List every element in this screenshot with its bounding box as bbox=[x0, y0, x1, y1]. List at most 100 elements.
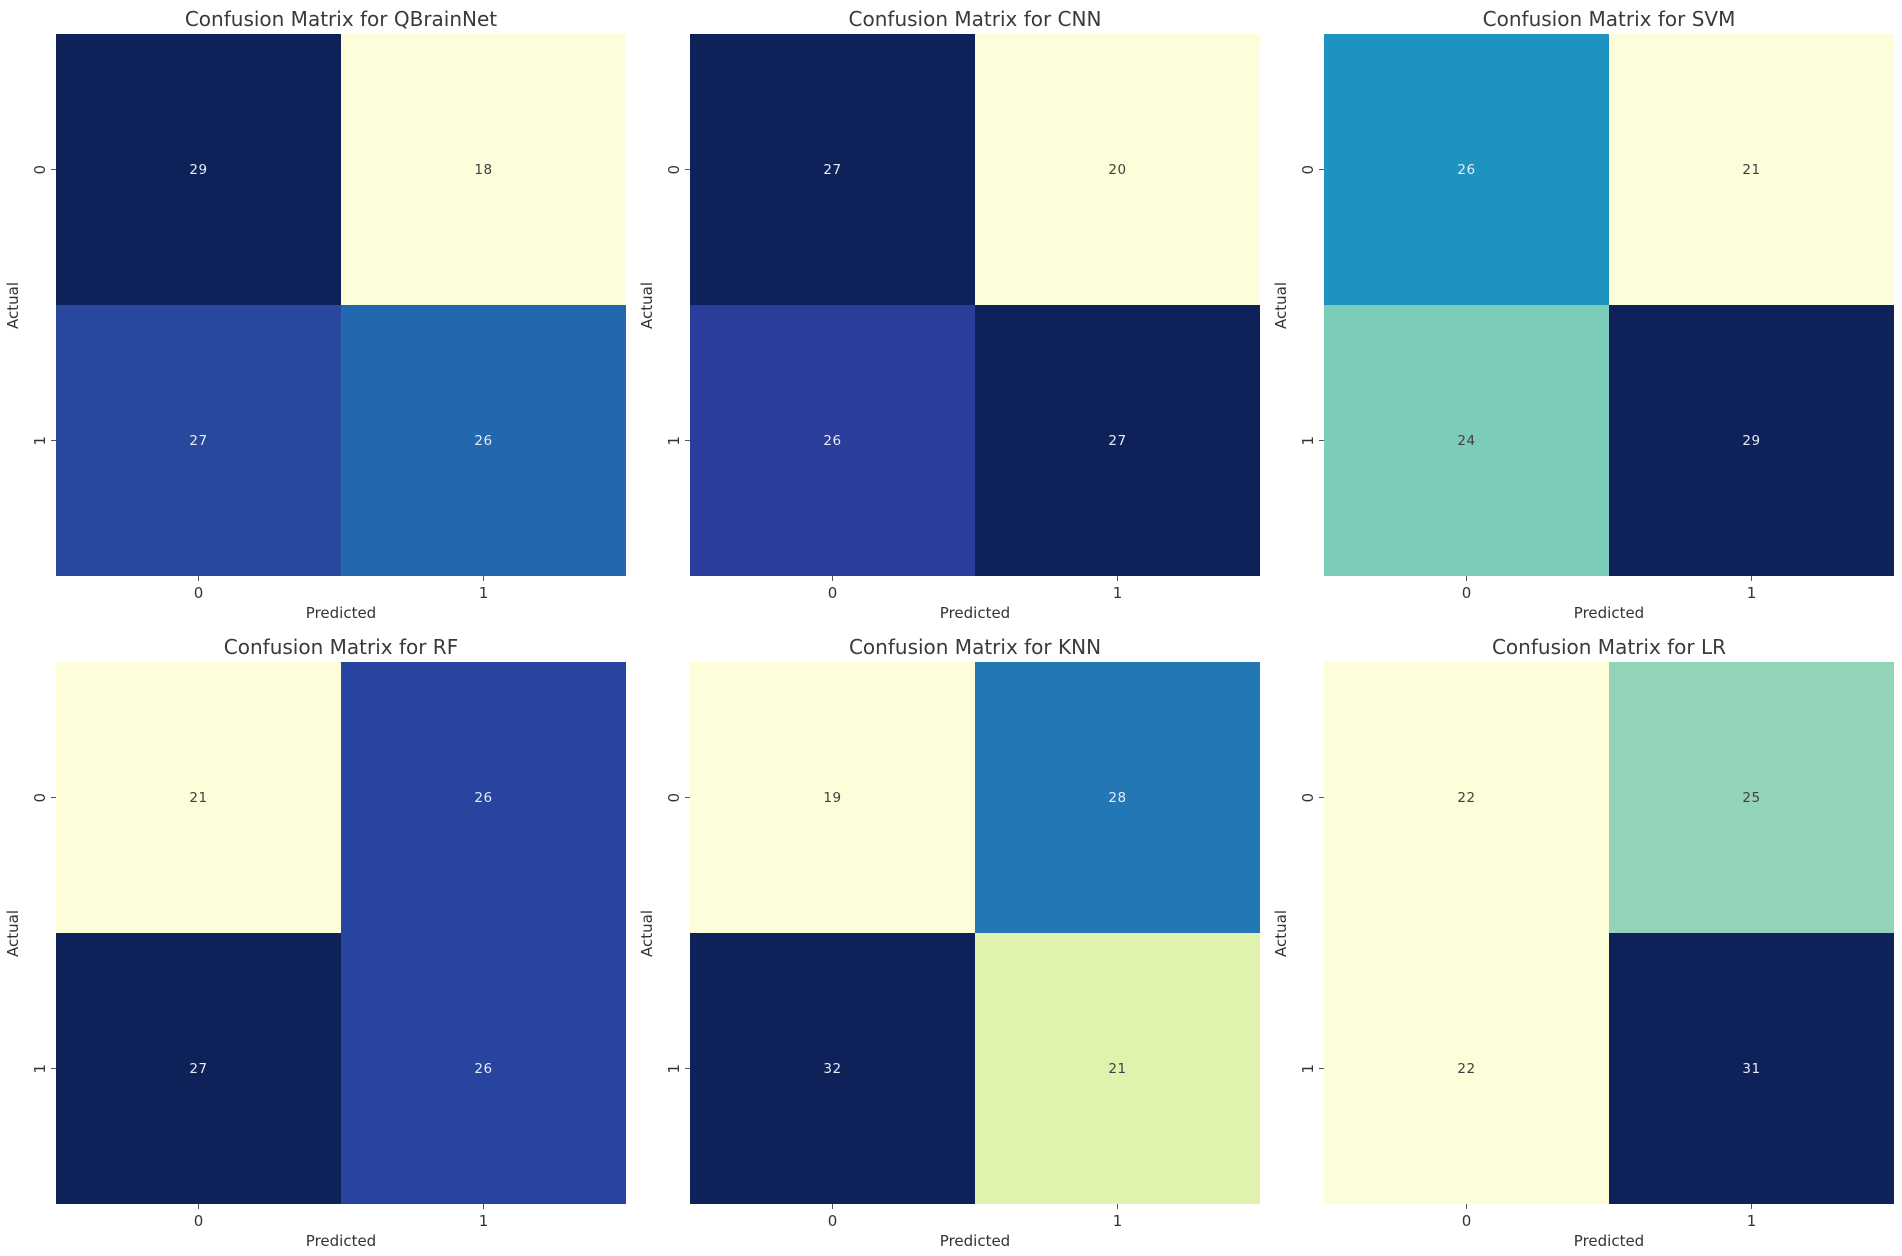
y-axis-label: Actual bbox=[1272, 281, 1290, 329]
heatmap-cell-r0c0: 21 bbox=[56, 662, 341, 933]
tick-mark bbox=[1117, 576, 1118, 581]
y-tick-label: 0 bbox=[1299, 164, 1317, 175]
cell-value: 20 bbox=[1108, 161, 1127, 178]
subplot-lr: Confusion Matrix for LR Actual 0 1 22 25… bbox=[1268, 628, 1902, 1256]
tick-mark bbox=[198, 1204, 199, 1209]
heatmap-cell-r1c1: 26 bbox=[341, 305, 626, 576]
heatmap-cnn: 27 20 26 27 bbox=[690, 34, 1260, 576]
subplot-cnn: Confusion Matrix for CNN Actual 0 1 27 2… bbox=[634, 0, 1268, 628]
cell-value: 27 bbox=[1108, 432, 1127, 449]
x-axis-ticks: 0 1 bbox=[56, 1204, 626, 1232]
chart-title: Confusion Matrix for SVM bbox=[1482, 7, 1736, 31]
tick-mark bbox=[51, 440, 56, 441]
x-tick-0: 0 bbox=[1324, 576, 1609, 604]
tick-mark bbox=[483, 1204, 484, 1209]
tick-mark bbox=[51, 1068, 56, 1069]
y-tick-label: 0 bbox=[665, 792, 683, 803]
heatmap-cell-r1c0: 27 bbox=[56, 933, 341, 1204]
tick-mark bbox=[51, 797, 56, 798]
heatmap-cell-r1c1: 31 bbox=[1609, 933, 1894, 1204]
cell-value: 27 bbox=[189, 432, 208, 449]
x-axis-label: Predicted bbox=[939, 604, 1011, 622]
cell-value: 27 bbox=[189, 1060, 208, 1077]
cell-value: 28 bbox=[1108, 789, 1127, 806]
cell-value: 26 bbox=[474, 789, 493, 806]
y-axis-label: Actual bbox=[638, 281, 656, 329]
chart-title: Confusion Matrix for KNN bbox=[848, 635, 1102, 659]
x-tick-1: 1 bbox=[975, 576, 1260, 604]
x-tick-label: 0 bbox=[827, 584, 838, 602]
cell-value: 22 bbox=[1457, 1060, 1476, 1077]
y-axis-ticks: 0 1 bbox=[660, 34, 690, 576]
tick-mark bbox=[832, 1204, 833, 1209]
cell-value: 21 bbox=[1742, 161, 1761, 178]
heatmap-cell-r1c0: 22 bbox=[1324, 933, 1609, 1204]
y-tick-0: 0 bbox=[660, 34, 690, 305]
tick-mark bbox=[685, 1068, 690, 1069]
y-tick-1: 1 bbox=[1294, 933, 1324, 1204]
heatmap-rf: 21 26 27 26 bbox=[56, 662, 626, 1204]
y-axis-ticks: 0 1 bbox=[26, 662, 56, 1204]
x-tick-label: 1 bbox=[478, 1212, 489, 1230]
heatmap-svm: 26 21 24 29 bbox=[1324, 34, 1894, 576]
subplot-rf: Confusion Matrix for RF Actual 0 1 21 26… bbox=[0, 628, 634, 1256]
heatmap-cell-r1c1: 26 bbox=[341, 933, 626, 1204]
y-tick-1: 1 bbox=[26, 933, 56, 1204]
x-tick-1: 1 bbox=[975, 1204, 1260, 1232]
heatmap-cell-r0c1: 28 bbox=[975, 662, 1260, 933]
y-tick-1: 1 bbox=[660, 933, 690, 1204]
cell-value: 19 bbox=[823, 789, 842, 806]
heatmap-cell-r0c0: 29 bbox=[56, 34, 341, 305]
y-axis-ticks: 0 1 bbox=[1294, 34, 1324, 576]
tick-mark bbox=[1466, 576, 1467, 581]
y-axis-label: Actual bbox=[638, 909, 656, 957]
x-tick-label: 1 bbox=[1746, 1212, 1757, 1230]
heatmap-cell-r1c1: 21 bbox=[975, 933, 1260, 1204]
y-axis-label: Actual bbox=[4, 909, 22, 957]
tick-mark bbox=[51, 169, 56, 170]
y-tick-1: 1 bbox=[26, 305, 56, 576]
x-tick-label: 1 bbox=[1112, 584, 1123, 602]
x-axis-label: Predicted bbox=[1573, 1232, 1645, 1250]
y-tick-0: 0 bbox=[1294, 662, 1324, 933]
x-axis-ticks: 0 1 bbox=[1324, 1204, 1894, 1232]
heatmap-cell-r1c0: 27 bbox=[56, 305, 341, 576]
heatmap-cell-r1c1: 29 bbox=[1609, 305, 1894, 576]
y-axis-label: Actual bbox=[4, 281, 22, 329]
heatmap-cell-r0c0: 27 bbox=[690, 34, 975, 305]
tick-mark bbox=[685, 440, 690, 441]
cell-value: 29 bbox=[1742, 432, 1761, 449]
cell-value: 18 bbox=[474, 161, 493, 178]
y-tick-label: 1 bbox=[1299, 1063, 1317, 1074]
tick-mark bbox=[483, 576, 484, 581]
tick-mark bbox=[1751, 576, 1752, 581]
x-tick-label: 0 bbox=[193, 1212, 204, 1230]
y-tick-label: 0 bbox=[31, 792, 49, 803]
heatmap-cell-r0c1: 18 bbox=[341, 34, 626, 305]
tick-mark bbox=[1319, 797, 1324, 798]
chart-title: Confusion Matrix for CNN bbox=[848, 7, 1102, 31]
heatmap-cell-r0c1: 25 bbox=[1609, 662, 1894, 933]
cell-value: 29 bbox=[189, 161, 208, 178]
x-tick-label: 0 bbox=[193, 584, 204, 602]
heatmap-cell-r1c0: 26 bbox=[690, 305, 975, 576]
tick-mark bbox=[1319, 440, 1324, 441]
x-tick-0: 0 bbox=[56, 576, 341, 604]
x-axis-label: Predicted bbox=[939, 1232, 1011, 1250]
cell-value: 31 bbox=[1742, 1060, 1761, 1077]
x-tick-1: 1 bbox=[341, 1204, 626, 1232]
heatmap-cell-r0c0: 19 bbox=[690, 662, 975, 933]
heatmap-cell-r1c1: 27 bbox=[975, 305, 1260, 576]
cell-value: 21 bbox=[1108, 1060, 1127, 1077]
tick-mark bbox=[1117, 1204, 1118, 1209]
heatmap-cell-r0c1: 20 bbox=[975, 34, 1260, 305]
tick-mark bbox=[1751, 1204, 1752, 1209]
heatmap-lr: 22 25 22 31 bbox=[1324, 662, 1894, 1204]
x-tick-label: 0 bbox=[827, 1212, 838, 1230]
x-axis-label: Predicted bbox=[305, 604, 377, 622]
y-axis-ticks: 0 1 bbox=[660, 662, 690, 1204]
cell-value: 25 bbox=[1742, 789, 1761, 806]
cell-value: 21 bbox=[189, 789, 208, 806]
y-tick-0: 0 bbox=[660, 662, 690, 933]
